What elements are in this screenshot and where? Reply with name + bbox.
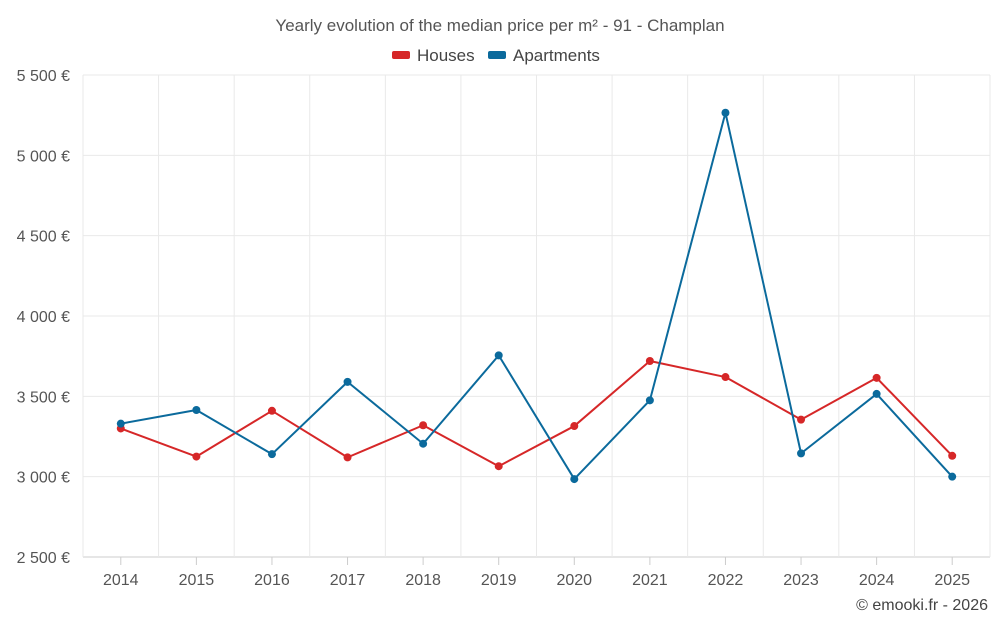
x-tick-label: 2025 (934, 572, 970, 589)
x-tick-label: 2022 (708, 572, 744, 589)
legend-item-apartments[interactable]: Apartments (488, 46, 600, 65)
series (116, 108, 957, 484)
data-point[interactable] (267, 450, 276, 459)
data-point[interactable] (948, 451, 957, 460)
x-tick-label: 2020 (556, 572, 592, 589)
legend-label: Apartments (513, 46, 600, 65)
x-tick-label: 2021 (632, 572, 668, 589)
data-point[interactable] (948, 472, 957, 481)
legend-swatch (392, 51, 410, 59)
data-point[interactable] (192, 405, 201, 414)
legend: Houses Apartments (392, 46, 600, 65)
x-tick-label: 2017 (330, 572, 366, 589)
data-point[interactable] (570, 475, 579, 484)
data-point[interactable] (343, 453, 352, 462)
data-point[interactable] (419, 421, 428, 430)
y-tick-label: 4 500 € (17, 229, 70, 246)
series-line (120, 359, 953, 468)
data-point[interactable] (721, 108, 730, 117)
x-tick-label: 2018 (405, 572, 441, 589)
data-point[interactable] (494, 351, 503, 360)
grid (82, 74, 991, 558)
data-point[interactable] (721, 373, 730, 382)
data-point[interactable] (267, 406, 276, 415)
data-point[interactable] (419, 439, 428, 448)
x-tick-label: 2016 (254, 572, 290, 589)
data-point[interactable] (872, 389, 881, 398)
x-tick-label: 2023 (783, 572, 819, 589)
y-tick-label: 5 000 € (17, 148, 70, 165)
x-tick-label: 2024 (859, 572, 895, 589)
data-point[interactable] (570, 422, 579, 431)
chart-title: Yearly evolution of the median price per… (275, 16, 724, 35)
y-tick-label: 2 500 € (17, 550, 70, 567)
y-tick-label: 3 000 € (17, 470, 70, 487)
series-apartments (116, 108, 957, 484)
legend-label: Houses (417, 46, 475, 65)
x-axis-ticks: 2014 2015 2016 2017 2018 2019 2020 2021 2022 2023… (103, 557, 970, 589)
data-point[interactable] (645, 396, 654, 405)
x-tick-label: 2014 (103, 572, 139, 589)
data-point[interactable] (343, 377, 352, 386)
series-houses (116, 356, 957, 471)
x-tick-label: 2015 (179, 572, 215, 589)
y-axis-ticks: 5 500 € 5 000 € 4 500 € 4 000 € 3 500 € 3 000… (17, 68, 70, 567)
data-point[interactable] (116, 419, 125, 428)
data-point[interactable] (797, 415, 806, 424)
data-point[interactable] (192, 452, 201, 461)
legend-swatch (488, 51, 506, 59)
data-point[interactable] (797, 449, 806, 458)
y-tick-label: 5 500 € (17, 68, 70, 85)
series-line (120, 111, 953, 481)
x-tick-label: 2019 (481, 572, 517, 589)
y-tick-label: 4 000 € (17, 309, 70, 326)
legend-item-houses[interactable]: Houses (392, 46, 475, 65)
data-point[interactable] (645, 356, 654, 365)
data-point[interactable] (872, 373, 881, 382)
data-point[interactable] (494, 462, 503, 471)
y-tick-label: 3 500 € (17, 389, 70, 406)
credit-text: © emooki.fr - 2026 (856, 597, 988, 614)
